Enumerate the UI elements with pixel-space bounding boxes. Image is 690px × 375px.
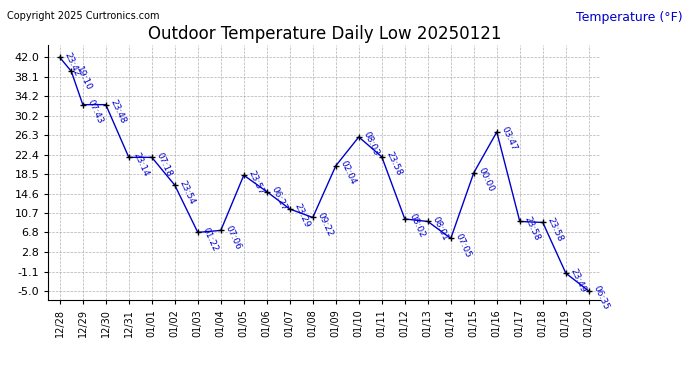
- Text: 19:10: 19:10: [74, 65, 93, 92]
- Text: 07:43: 07:43: [86, 98, 105, 125]
- Text: 06:35: 06:35: [591, 285, 611, 312]
- Text: 07:05: 07:05: [453, 232, 473, 259]
- Text: 23:58: 23:58: [522, 215, 542, 242]
- Text: 23:58: 23:58: [546, 216, 564, 243]
- Text: 23:49: 23:49: [569, 267, 588, 294]
- Text: 23:14: 23:14: [132, 151, 150, 178]
- Text: 08:03: 08:03: [362, 130, 381, 158]
- Text: 07:06: 07:06: [224, 224, 243, 251]
- Text: 03:47: 03:47: [500, 125, 519, 153]
- Text: 01:22: 01:22: [201, 226, 219, 253]
- Text: 06:27: 06:27: [270, 185, 288, 212]
- Text: 23:57: 23:57: [246, 169, 266, 196]
- Text: 23:54: 23:54: [177, 178, 197, 206]
- Title: Outdoor Temperature Daily Low 20250121: Outdoor Temperature Daily Low 20250121: [148, 26, 501, 44]
- Text: 08:01: 08:01: [431, 215, 450, 242]
- Text: 07:18: 07:18: [155, 151, 174, 178]
- Text: 00:00: 00:00: [477, 166, 495, 194]
- Text: 09:22: 09:22: [315, 211, 335, 238]
- Text: Temperature (°F): Temperature (°F): [576, 11, 683, 24]
- Text: Copyright 2025 Curtronics.com: Copyright 2025 Curtronics.com: [7, 11, 159, 21]
- Text: 02:04: 02:04: [339, 159, 357, 186]
- Text: 23:48: 23:48: [108, 98, 128, 125]
- Text: 23:42: 23:42: [63, 51, 81, 78]
- Text: 23:58: 23:58: [384, 150, 404, 177]
- Text: 08:02: 08:02: [408, 212, 426, 240]
- Text: 23:29: 23:29: [293, 202, 312, 229]
